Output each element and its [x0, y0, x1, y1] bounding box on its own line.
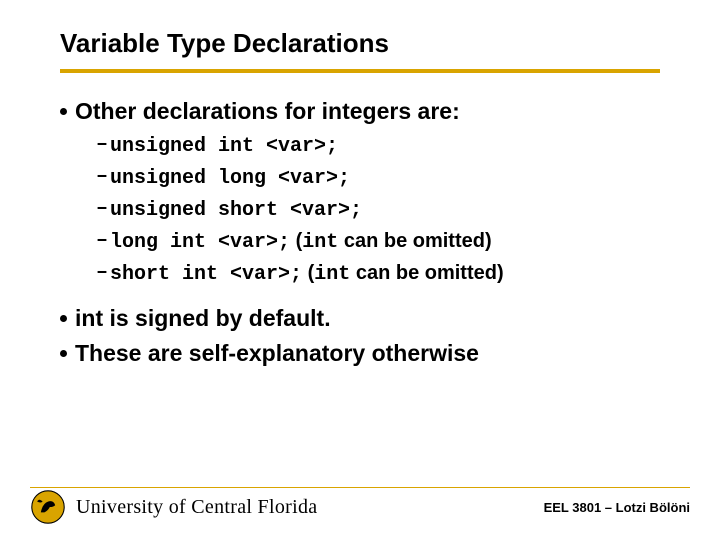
bullet-3: These are self-explanatory otherwise: [60, 339, 660, 368]
bullet-3-text: These are self-explanatory otherwise: [75, 339, 479, 368]
sub-item-3: – unsigned short <var>;: [96, 196, 660, 224]
pegasus-icon: [30, 489, 66, 525]
sub-4-text: long int <var>; (int can be omitted): [110, 228, 492, 256]
sub-item-5: – short int <var>; (int can be omitted): [96, 260, 660, 288]
sub-2-text: unsigned long <var>;: [110, 164, 350, 192]
title-divider: [60, 69, 660, 73]
bullet-2-text: int is signed by default.: [75, 304, 331, 333]
dash-icon: –: [96, 260, 108, 286]
sub-item-1: – unsigned int <var>;: [96, 132, 660, 160]
bullet-dot-icon: [60, 315, 67, 322]
bullet-dot-icon: [60, 108, 67, 115]
bullet-1-text: Other declarations for integers are:: [75, 97, 460, 126]
dash-icon: –: [96, 132, 108, 158]
sub-item-2: – unsigned long <var>;: [96, 164, 660, 192]
bullet-2: int is signed by default.: [60, 304, 660, 333]
slide-title: Variable Type Declarations: [60, 28, 660, 59]
sub-list: – unsigned int <var>; – unsigned long <v…: [96, 132, 660, 288]
university-name: University of Central Florida: [76, 496, 317, 519]
dash-icon: –: [96, 228, 108, 254]
dash-icon: –: [96, 164, 108, 190]
slide-container: Variable Type Declarations Other declara…: [0, 0, 720, 540]
dash-icon: –: [96, 196, 108, 222]
sub-item-4: – long int <var>; (int can be omitted): [96, 228, 660, 256]
bullet-dot-icon: [60, 350, 67, 357]
sub-5-text: short int <var>; (int can be omitted): [110, 260, 504, 288]
sub-3-text: unsigned short <var>;: [110, 196, 362, 224]
footer: University of Central Florida EEL 3801 –…: [0, 482, 720, 540]
bullet-1: Other declarations for integers are:: [60, 97, 660, 126]
sub-1-text: unsigned int <var>;: [110, 132, 338, 160]
ucf-logo-block: University of Central Florida: [30, 489, 317, 525]
course-info: EEL 3801 – Lotzi Bölöni: [544, 500, 690, 515]
